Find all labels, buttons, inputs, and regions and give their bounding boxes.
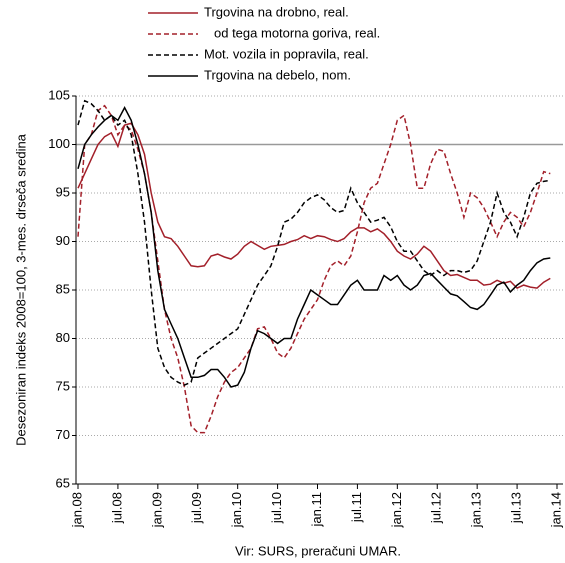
- y-tick-label: 90: [56, 233, 70, 248]
- x-tick-label: jul.09: [189, 492, 204, 524]
- series-line: [77, 104, 551, 434]
- y-tick-label: 75: [56, 378, 70, 393]
- y-tick-label: 80: [56, 330, 70, 345]
- x-tick-label: jul.11: [349, 492, 364, 523]
- x-tick-label: jan.11: [309, 492, 324, 527]
- y-tick-label: 65: [56, 475, 70, 490]
- x-tick-label: jul.08: [109, 492, 124, 524]
- x-tick-label: jan.10: [229, 492, 244, 528]
- series-line: [77, 105, 551, 388]
- x-tick-label: jul.13: [509, 492, 524, 524]
- legend-label: Mot. vozila in popravila, real.: [204, 46, 369, 61]
- series-line: [77, 99, 551, 386]
- legend-label: Trgovina na debelo, nom.: [204, 67, 351, 82]
- y-tick-label: 105: [48, 87, 70, 102]
- x-tick-label: jul.10: [269, 492, 284, 524]
- legend-label: Trgovina na drobno, real.: [204, 4, 349, 19]
- caption: Vir: SURS, preračuni UMAR.: [235, 543, 401, 558]
- legend-label: od tega motorna goriva, real.: [214, 25, 380, 40]
- y-tick-label: 100: [48, 136, 70, 151]
- x-tick-label: jan.08: [69, 492, 84, 528]
- y-tick-label: 70: [56, 427, 70, 442]
- y-tick-label: 85: [56, 281, 70, 296]
- x-tick-label: jan.14: [548, 492, 563, 528]
- y-axis-label: Desezoniran indeks 2008=100, 3-mes. drse…: [13, 133, 28, 446]
- series-line: [77, 122, 551, 289]
- x-tick-label: jan.09: [149, 492, 164, 528]
- x-tick-label: jan.12: [389, 492, 404, 528]
- y-tick-label: 95: [56, 184, 70, 199]
- x-tick-label: jan.13: [469, 492, 484, 528]
- x-tick-label: jul.12: [429, 492, 444, 524]
